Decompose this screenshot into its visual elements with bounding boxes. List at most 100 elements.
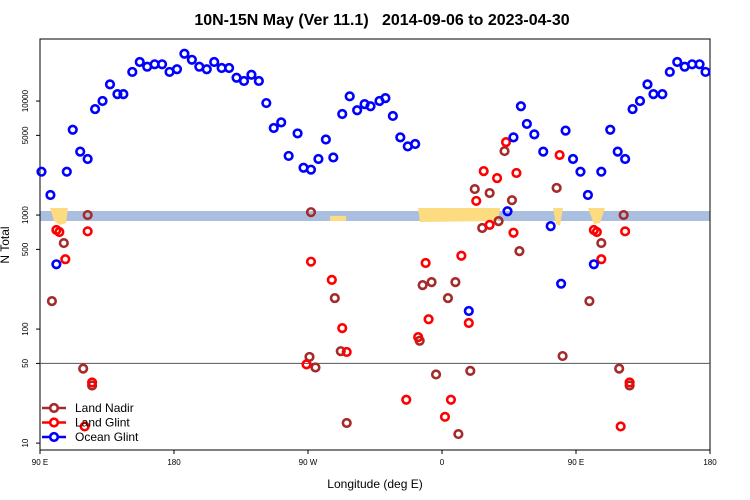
- marker: [329, 292, 340, 304]
- marker: [380, 93, 391, 104]
- marker: [186, 54, 197, 65]
- marker: [112, 89, 123, 100]
- marker: [694, 59, 705, 70]
- marker: [439, 411, 451, 422]
- marker: [493, 216, 504, 227]
- marker: [326, 274, 337, 285]
- marker: [615, 421, 626, 432]
- marker: [664, 66, 675, 78]
- coverage-band: [40, 208, 710, 226]
- marker: [575, 166, 586, 177]
- marker: [46, 295, 58, 307]
- marker: [499, 145, 510, 157]
- marker: [515, 101, 527, 112]
- marker: [395, 132, 406, 143]
- marker: [310, 362, 321, 373]
- marker: [328, 152, 339, 163]
- marker: [426, 277, 437, 288]
- x-tick-label: 90 W: [299, 458, 318, 467]
- marker: [320, 134, 331, 145]
- marker: [420, 257, 431, 269]
- marker: [87, 377, 98, 388]
- marker: [313, 153, 324, 165]
- marker: [75, 146, 86, 157]
- marker: [410, 138, 421, 150]
- marker: [97, 95, 108, 107]
- y-tick-label: 100: [21, 322, 30, 336]
- x-tick-label: 180: [167, 458, 181, 467]
- marker: [36, 166, 47, 177]
- marker: [365, 101, 376, 112]
- marker: [471, 195, 482, 207]
- marker: [276, 117, 287, 128]
- y-axis-label: N Total: [0, 226, 12, 263]
- marker: [620, 153, 631, 165]
- marker: [54, 226, 65, 238]
- marker: [301, 359, 312, 370]
- marker: [511, 167, 522, 179]
- marker: [560, 125, 571, 136]
- marker: [341, 346, 352, 358]
- marker: [556, 278, 567, 289]
- marker: [223, 62, 235, 74]
- marker: [463, 305, 474, 317]
- marker: [508, 132, 519, 143]
- marker: [445, 394, 457, 405]
- marker: [596, 237, 607, 249]
- marker: [171, 64, 183, 75]
- marker: [82, 153, 93, 165]
- x-tick-label: 0: [440, 458, 445, 467]
- marker: [612, 146, 623, 157]
- marker: [596, 166, 607, 177]
- marker: [591, 226, 602, 238]
- marker: [89, 103, 101, 115]
- marker: [605, 124, 616, 135]
- marker: [341, 417, 352, 429]
- marker: [337, 323, 348, 334]
- marker: [508, 227, 519, 238]
- marker: [292, 128, 303, 139]
- chart-title: 10N-15N May (Ver 11.1) 2014-09-06 to 202…: [194, 12, 569, 29]
- x-tick-label: 90 E: [32, 458, 48, 467]
- y-tick-label: 10000: [21, 89, 30, 112]
- y-tick-label: 1000: [21, 206, 30, 224]
- marker: [450, 277, 461, 288]
- legend-marker: [48, 417, 60, 428]
- marker: [538, 146, 549, 157]
- marker: [627, 103, 638, 115]
- marker: [253, 75, 264, 87]
- marker: [456, 250, 467, 261]
- marker: [672, 56, 683, 68]
- marker: [648, 89, 659, 100]
- marker: [45, 189, 56, 201]
- marker: [67, 124, 78, 135]
- marker: [521, 118, 532, 130]
- marker: [246, 69, 257, 80]
- x-tick-label: 90 E: [568, 458, 584, 467]
- y-tick-label: 50: [21, 358, 30, 367]
- marker: [584, 295, 595, 307]
- marker: [551, 182, 562, 194]
- marker: [430, 369, 442, 380]
- marker: [417, 280, 428, 291]
- marker: [261, 97, 272, 109]
- marker: [657, 89, 668, 100]
- marker: [502, 206, 513, 217]
- marker: [620, 226, 631, 237]
- marker: [624, 377, 635, 388]
- marker: [491, 172, 503, 184]
- marker: [423, 314, 434, 325]
- marker: [209, 56, 220, 68]
- marker: [127, 66, 138, 78]
- marker: [238, 75, 250, 87]
- marker: [442, 292, 454, 304]
- marker: [61, 166, 72, 177]
- x-tick-label: 180: [703, 458, 717, 467]
- marker: [453, 428, 464, 440]
- marker: [305, 207, 317, 218]
- legend-label: Land Glint: [75, 416, 130, 430]
- legend-label: Land Nadir: [75, 401, 134, 415]
- marker: [567, 153, 579, 165]
- marker: [596, 254, 607, 265]
